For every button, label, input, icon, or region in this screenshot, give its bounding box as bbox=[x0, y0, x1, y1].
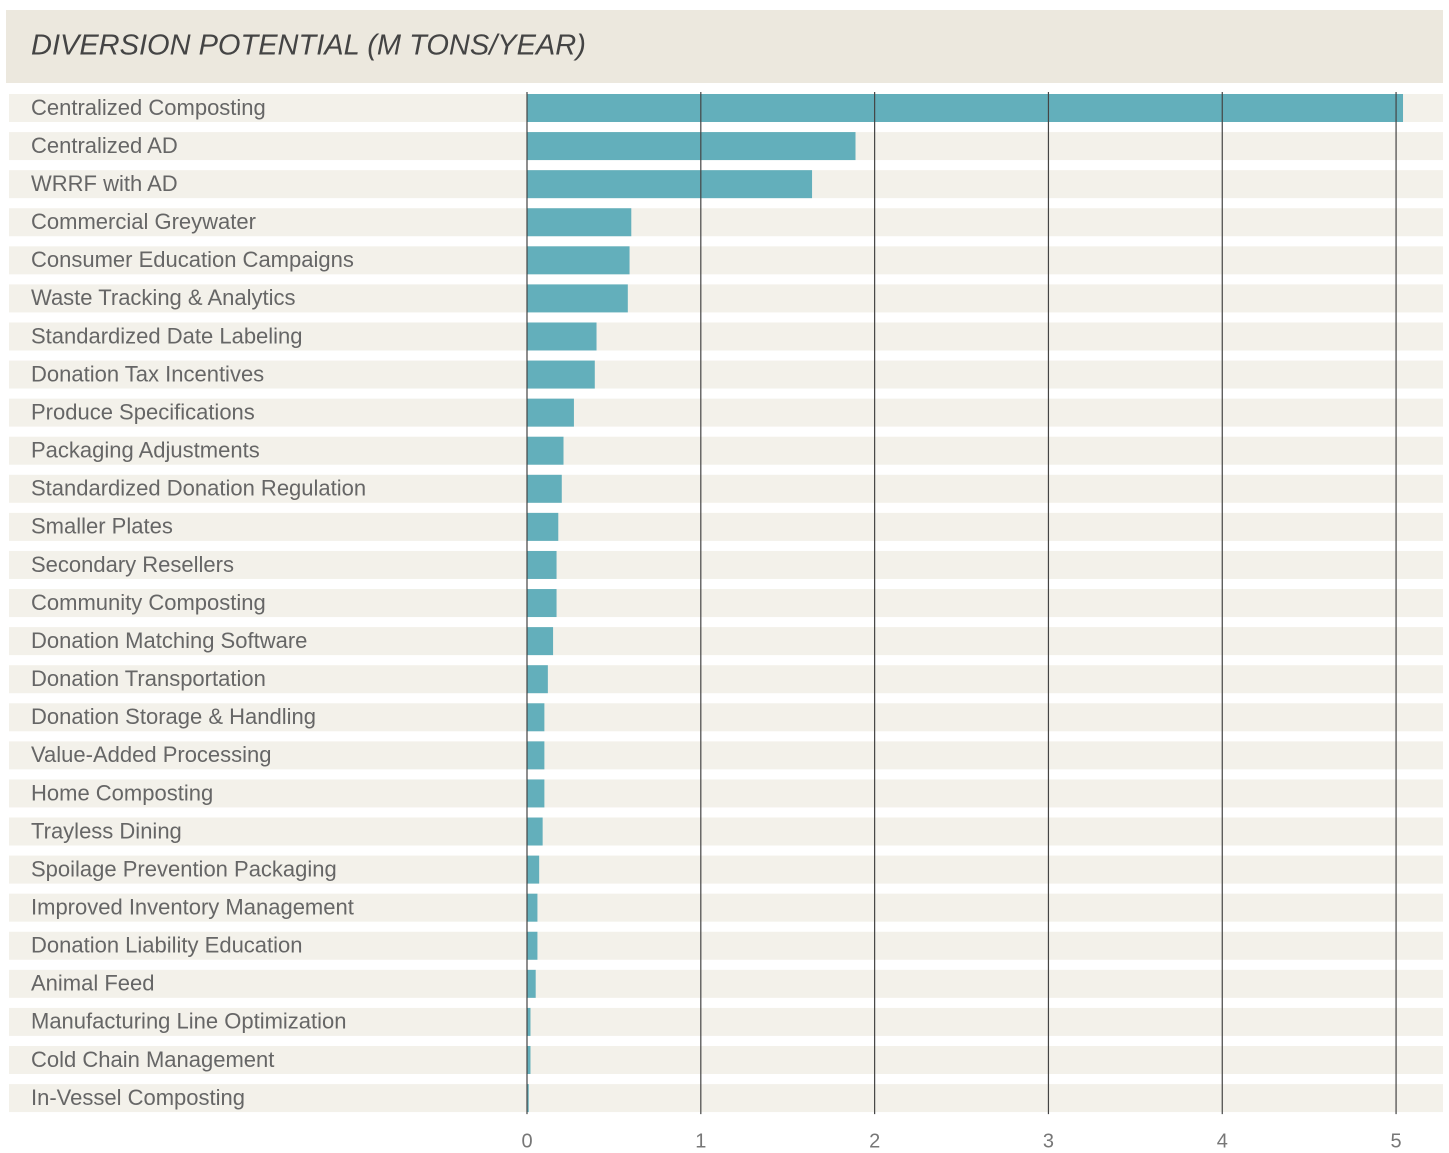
bar bbox=[527, 1007, 531, 1036]
category-label: Donation Tax Incentives bbox=[31, 361, 264, 386]
row-band bbox=[9, 969, 1443, 998]
category-label: Centralized AD bbox=[31, 133, 178, 158]
row-band bbox=[9, 703, 1443, 732]
bar bbox=[527, 893, 538, 922]
category-label: Commercial Greywater bbox=[31, 209, 256, 234]
title-band bbox=[6, 10, 1443, 83]
x-tick-label: 3 bbox=[1043, 1130, 1054, 1152]
row-band bbox=[9, 817, 1443, 846]
chart-title: DIVERSION POTENTIAL (M TONS/YEAR) bbox=[31, 30, 586, 62]
bar bbox=[527, 855, 540, 884]
category-label: Spoilage Prevention Packaging bbox=[31, 856, 337, 881]
row-band bbox=[9, 1007, 1443, 1036]
category-label: In-Vessel Composting bbox=[31, 1085, 245, 1110]
bar bbox=[527, 779, 545, 808]
bar bbox=[527, 474, 562, 503]
category-label: Produce Specifications bbox=[31, 399, 255, 424]
category-label: Smaller Plates bbox=[31, 514, 173, 539]
row-band bbox=[9, 246, 1443, 275]
row-band bbox=[9, 1084, 1443, 1113]
category-label: WRRF with AD bbox=[31, 171, 178, 196]
row-band bbox=[9, 665, 1443, 694]
bar bbox=[527, 132, 856, 161]
bar bbox=[527, 969, 536, 998]
category-label: Cold Chain Management bbox=[31, 1047, 274, 1072]
category-label: Centralized Composting bbox=[31, 95, 266, 120]
bar bbox=[527, 1084, 529, 1113]
x-tick-label: 1 bbox=[695, 1130, 706, 1152]
category-label: Trayless Dining bbox=[31, 818, 182, 843]
row-band bbox=[9, 893, 1443, 922]
bar bbox=[527, 246, 630, 275]
bar bbox=[527, 284, 628, 313]
row-band bbox=[9, 208, 1443, 237]
row-band bbox=[9, 1046, 1443, 1074]
bar bbox=[527, 360, 595, 389]
category-label: Standardized Donation Regulation bbox=[31, 476, 366, 501]
category-label: Animal Feed bbox=[31, 971, 155, 996]
row-band bbox=[9, 627, 1443, 656]
bar bbox=[527, 550, 557, 579]
bar bbox=[527, 817, 543, 846]
category-label: Donation Storage & Handling bbox=[31, 704, 316, 729]
category-label: Value-Added Processing bbox=[31, 742, 272, 767]
row-band bbox=[9, 284, 1443, 313]
bar bbox=[527, 741, 545, 770]
category-label: Consumer Education Campaigns bbox=[31, 247, 354, 272]
row-band bbox=[9, 550, 1443, 579]
row-band bbox=[9, 360, 1443, 389]
row-band bbox=[9, 322, 1443, 351]
category-label: Secondary Resellers bbox=[31, 552, 234, 577]
category-label: Donation Matching Software bbox=[31, 628, 307, 653]
row-band bbox=[9, 436, 1443, 465]
row-band bbox=[9, 512, 1443, 541]
bar bbox=[527, 665, 548, 694]
bar bbox=[527, 322, 597, 351]
bar bbox=[527, 703, 545, 732]
bar bbox=[527, 398, 574, 427]
category-label: Improved Inventory Management bbox=[31, 894, 354, 919]
bar bbox=[527, 170, 813, 199]
category-label: Community Composting bbox=[31, 590, 266, 615]
row-band bbox=[9, 398, 1443, 427]
bar bbox=[527, 436, 564, 465]
row-band bbox=[9, 589, 1443, 618]
row-band bbox=[9, 855, 1443, 884]
x-tick-label: 0 bbox=[521, 1130, 532, 1152]
category-label: Donation Liability Education bbox=[31, 933, 303, 958]
category-label: Manufacturing Line Optimization bbox=[31, 1009, 347, 1034]
bar bbox=[527, 208, 632, 237]
row-band bbox=[9, 741, 1443, 770]
row-band bbox=[9, 931, 1443, 960]
category-label: Waste Tracking & Analytics bbox=[31, 285, 296, 310]
category-label: Donation Transportation bbox=[31, 666, 266, 691]
category-label: Packaging Adjustments bbox=[31, 438, 260, 463]
x-tick-label: 4 bbox=[1217, 1130, 1228, 1152]
bar bbox=[527, 931, 538, 960]
row-band bbox=[9, 474, 1443, 503]
x-tick-label: 2 bbox=[869, 1130, 880, 1152]
bar bbox=[527, 627, 554, 656]
bar bbox=[527, 1046, 531, 1074]
category-label: Standardized Date Labeling bbox=[31, 323, 303, 348]
row-band bbox=[9, 779, 1443, 808]
x-tick-label: 5 bbox=[1391, 1130, 1402, 1152]
bar bbox=[527, 512, 559, 541]
bar bbox=[527, 589, 557, 618]
bar bbox=[527, 94, 1404, 122]
category-label: Home Composting bbox=[31, 780, 213, 805]
